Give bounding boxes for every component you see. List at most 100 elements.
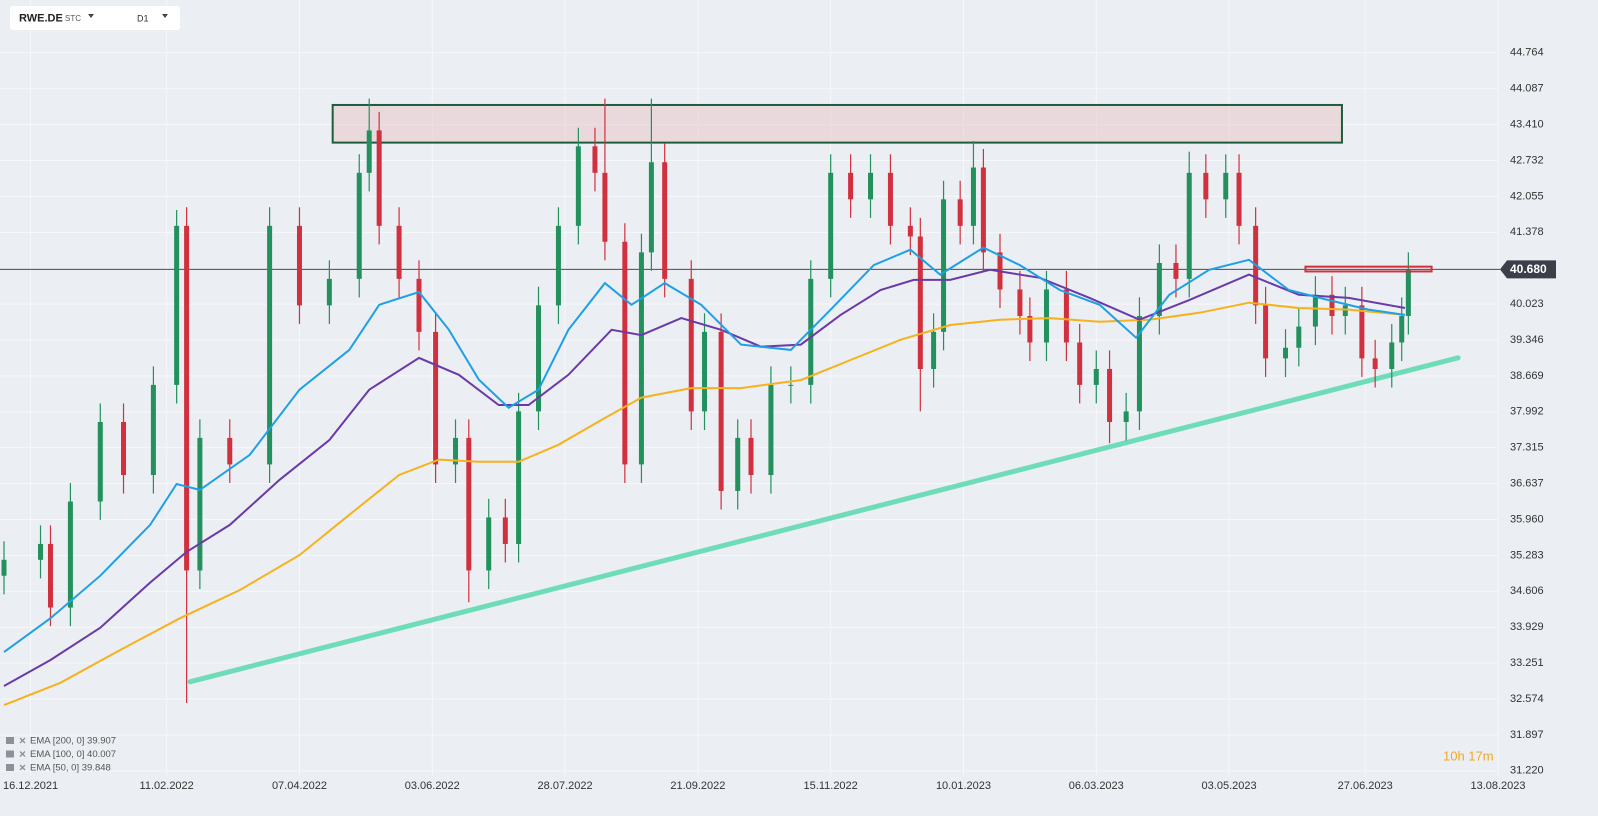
candle-body xyxy=(718,331,724,491)
candle-body xyxy=(1312,294,1318,327)
candle-body xyxy=(1405,269,1411,316)
y-tick-label: 35.960 xyxy=(1510,513,1544,525)
countdown: 10h 17m xyxy=(1443,748,1494,763)
legend-icon xyxy=(6,750,14,758)
candle-body xyxy=(1296,326,1302,348)
candle-body xyxy=(184,225,190,571)
candle-body xyxy=(662,162,668,279)
candle-body xyxy=(808,278,814,385)
dropdown-arrow[interactable] xyxy=(88,14,94,18)
symbol-box[interactable]: RWE.DE STC D1 xyxy=(10,6,180,30)
y-tick-label: 36.637 xyxy=(1510,478,1544,490)
candle-body xyxy=(1,559,7,576)
x-tick-label: 03.05.2023 xyxy=(1202,780,1257,792)
candle-body xyxy=(1359,305,1365,359)
trendline xyxy=(187,355,1461,685)
candle-body xyxy=(296,225,302,306)
price-marker xyxy=(1500,260,1556,279)
y-tick-label: 40.023 xyxy=(1510,298,1544,310)
x-tick-label: 28.07.2022 xyxy=(538,780,593,792)
candle-body xyxy=(536,305,542,412)
candle-body xyxy=(150,384,156,476)
candle-body xyxy=(1223,172,1229,200)
candle-body xyxy=(931,331,937,369)
candle-body xyxy=(1329,294,1335,316)
x-tick-label: 11.02.2022 xyxy=(140,780,194,792)
candle-body xyxy=(1399,315,1405,343)
y-tick-label: 31.897 xyxy=(1510,729,1544,741)
candle-body xyxy=(326,278,332,306)
candle-body xyxy=(941,199,947,332)
y-tick-label: 31.220 xyxy=(1510,765,1544,777)
candle-body xyxy=(1283,347,1289,359)
candle-body xyxy=(1077,342,1083,385)
candle-body xyxy=(688,278,694,412)
candle-body xyxy=(1236,172,1242,226)
candle-body xyxy=(592,146,598,173)
candle-body xyxy=(957,199,963,226)
candle-body xyxy=(227,437,233,465)
y-tick-label: 42.732 xyxy=(1510,154,1544,166)
candle-body xyxy=(555,225,561,306)
legend-remove xyxy=(19,751,26,757)
candle-body xyxy=(575,146,581,226)
x-tick-label: 13.08.2023 xyxy=(1470,780,1525,792)
y-tick-label: 44.764 xyxy=(1510,47,1544,59)
interval[interactable]: D1 xyxy=(137,13,149,23)
candle-body xyxy=(38,543,44,560)
candle-body xyxy=(197,437,203,571)
x-tick-label: 27.06.2023 xyxy=(1338,780,1393,792)
legend-remove xyxy=(19,764,26,771)
candle-body xyxy=(887,172,893,226)
candle-body xyxy=(1093,368,1099,385)
candle-body xyxy=(1342,305,1348,316)
candle-body xyxy=(502,517,508,544)
market: STC xyxy=(65,14,81,23)
candle-body xyxy=(1203,172,1209,200)
candle-body xyxy=(788,384,794,386)
x-tick-label: 06.03.2023 xyxy=(1069,780,1124,792)
symbol: RWE.DE xyxy=(19,12,63,24)
legend-remove xyxy=(19,737,26,744)
candle-body xyxy=(1156,262,1162,316)
ema-line xyxy=(3,246,1406,653)
candle-body xyxy=(768,384,774,476)
candle-body xyxy=(828,172,834,279)
candle-body xyxy=(376,130,382,226)
y-tick-label: 44.087 xyxy=(1510,83,1544,95)
candle-body xyxy=(848,172,854,200)
candle-body xyxy=(97,422,103,502)
x-tick-label: 15.11.2022 xyxy=(804,780,858,792)
legend-label: EMA [50, 0] 39.848 xyxy=(30,763,111,774)
candle-body xyxy=(453,437,459,465)
y-tick-label: 41.378 xyxy=(1510,226,1544,238)
candle-body xyxy=(366,130,372,173)
candle-body xyxy=(396,225,402,279)
legend: EMA [200, 0] 39.907 EMA [100, 0] 40.007 EM… xyxy=(6,736,116,774)
candle-body xyxy=(602,172,608,242)
x-tick-label: 03.06.2022 xyxy=(405,780,460,792)
candle-body xyxy=(47,543,53,608)
candle-body xyxy=(1017,289,1023,316)
resistance-zone xyxy=(331,103,1343,144)
candle-body xyxy=(735,437,741,491)
candle-body xyxy=(1186,172,1192,279)
candle-body xyxy=(67,501,73,608)
candle-body xyxy=(1263,305,1269,359)
candle-body xyxy=(907,225,913,237)
legend-label: EMA [100, 0] 40.007 xyxy=(30,749,116,760)
dropdown-arrow[interactable] xyxy=(162,14,168,18)
candle-body xyxy=(516,411,522,544)
candle-body xyxy=(1389,342,1395,369)
candle-body xyxy=(466,437,472,571)
plot-area xyxy=(0,98,1500,707)
candle-body xyxy=(748,437,754,476)
candle-body xyxy=(702,331,708,412)
candle-body xyxy=(638,252,644,465)
candle-body xyxy=(917,236,923,369)
candle-body xyxy=(648,162,654,253)
y-tick-label: 38.669 xyxy=(1510,370,1544,382)
x-tick-label: 21.09.2022 xyxy=(670,780,725,792)
y-tick-label: 39.346 xyxy=(1510,334,1544,346)
